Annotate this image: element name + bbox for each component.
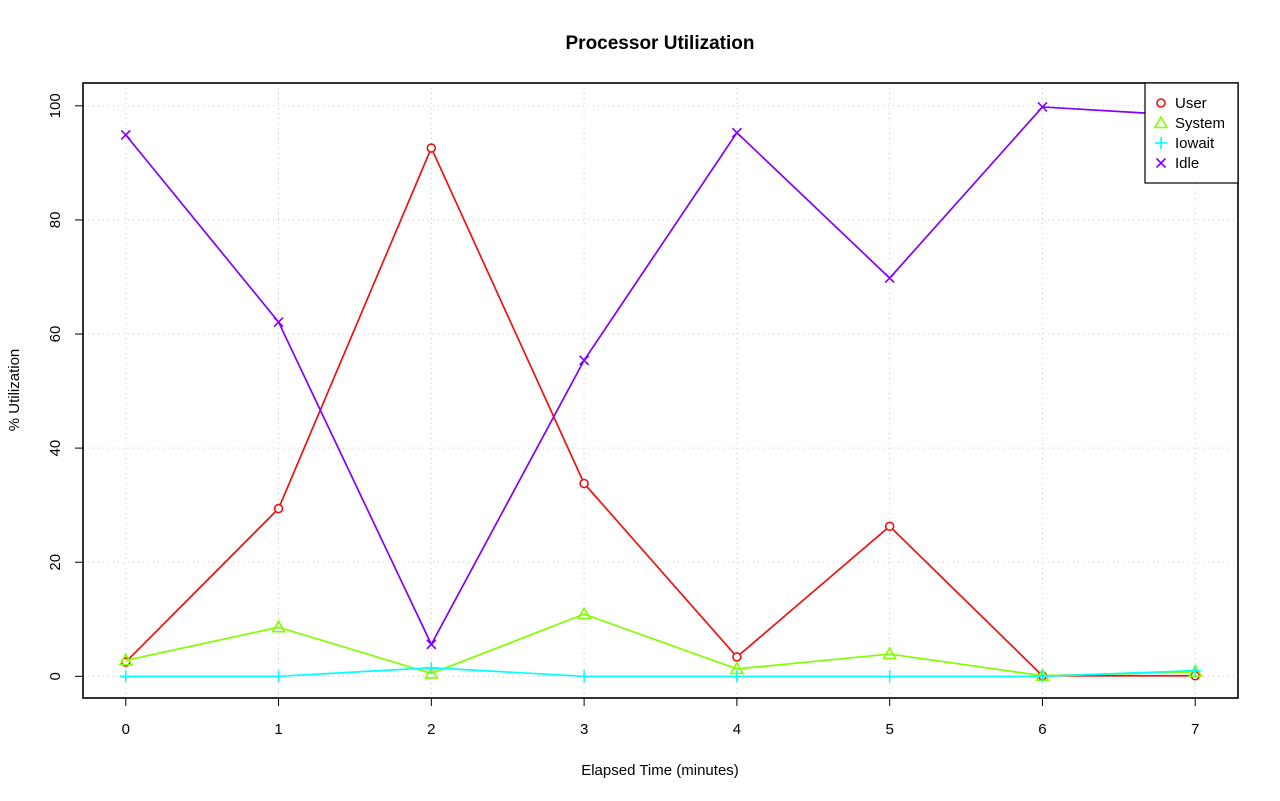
series-line-idle [125, 106, 1196, 647]
data-point-idle [731, 127, 742, 138]
data-point-idle [426, 639, 437, 650]
x-tick-label: 3 [580, 721, 588, 738]
x-axis-label: Elapsed Time (minutes) [581, 762, 739, 779]
x-tick-label: 0 [122, 721, 130, 738]
y-axis-label: % Utilization [6, 349, 23, 432]
series-line-iowait [125, 666, 1196, 678]
data-point-user [426, 143, 437, 153]
data-point-user [273, 503, 284, 514]
legend-label-system: System [1175, 115, 1225, 132]
legend: User System Iowait Idle [1144, 82, 1239, 184]
data-point-user [884, 521, 895, 532]
legend-label-idle: Idle [1175, 155, 1199, 172]
legend-marker-system [1153, 115, 1169, 129]
x-tick-label: 7 [1191, 721, 1199, 738]
data-point-iowait [1189, 664, 1202, 677]
legend-label-iowait: Iowait [1175, 135, 1215, 152]
data-point-iowait [1036, 670, 1049, 683]
y-tick-label: 0 [47, 672, 64, 680]
series-idle [120, 101, 1201, 650]
legend-marker-iowait [1155, 137, 1167, 149]
series-iowait [119, 661, 1202, 683]
data-point-system [423, 665, 439, 679]
data-point-iowait [730, 670, 743, 683]
data-point-idle [579, 355, 590, 366]
data-point-user [732, 652, 742, 662]
grid-lines [83, 83, 1238, 698]
y-tick-label: 80 [47, 212, 64, 229]
data-point-idle [120, 129, 131, 140]
data-point-idle [1037, 101, 1048, 113]
data-point-idle [884, 273, 895, 284]
data-point-user [579, 478, 589, 489]
chart-title: Processor Utilization [566, 33, 755, 54]
plot-frame [82, 82, 1239, 699]
data-point-system [271, 619, 286, 633]
series-line-system [125, 613, 1196, 677]
y-tick-label: 40 [47, 440, 64, 457]
series-group [118, 101, 1203, 683]
data-point-iowait [883, 670, 896, 683]
legend-label-user: User [1175, 95, 1207, 112]
x-tick-label: 2 [427, 721, 435, 738]
data-point-iowait [425, 661, 438, 674]
series-user [120, 143, 1201, 681]
series-line-user [125, 145, 1196, 677]
y-tick-label: 100 [47, 93, 64, 118]
x-tick-label: 1 [274, 721, 282, 738]
axes: 0 1 2 3 4 5 6 7 0 20 40 60 80 100 [47, 82, 1239, 738]
x-tick-label: 5 [885, 721, 893, 738]
data-point-system [118, 652, 134, 666]
data-point-system [576, 606, 592, 620]
x-tick-label: 4 [733, 721, 741, 738]
data-point-iowait [578, 670, 591, 683]
series-system [118, 606, 1203, 682]
x-tick-label: 6 [1038, 721, 1046, 738]
data-point-system [882, 646, 898, 660]
data-point-iowait [272, 670, 285, 683]
legend-marker-user [1156, 98, 1166, 108]
y-tick-label: 20 [47, 554, 64, 571]
legend-marker-idle [1155, 157, 1167, 169]
data-point-idle [273, 316, 284, 328]
data-point-iowait [119, 670, 132, 683]
y-tick-label: 60 [47, 326, 64, 343]
